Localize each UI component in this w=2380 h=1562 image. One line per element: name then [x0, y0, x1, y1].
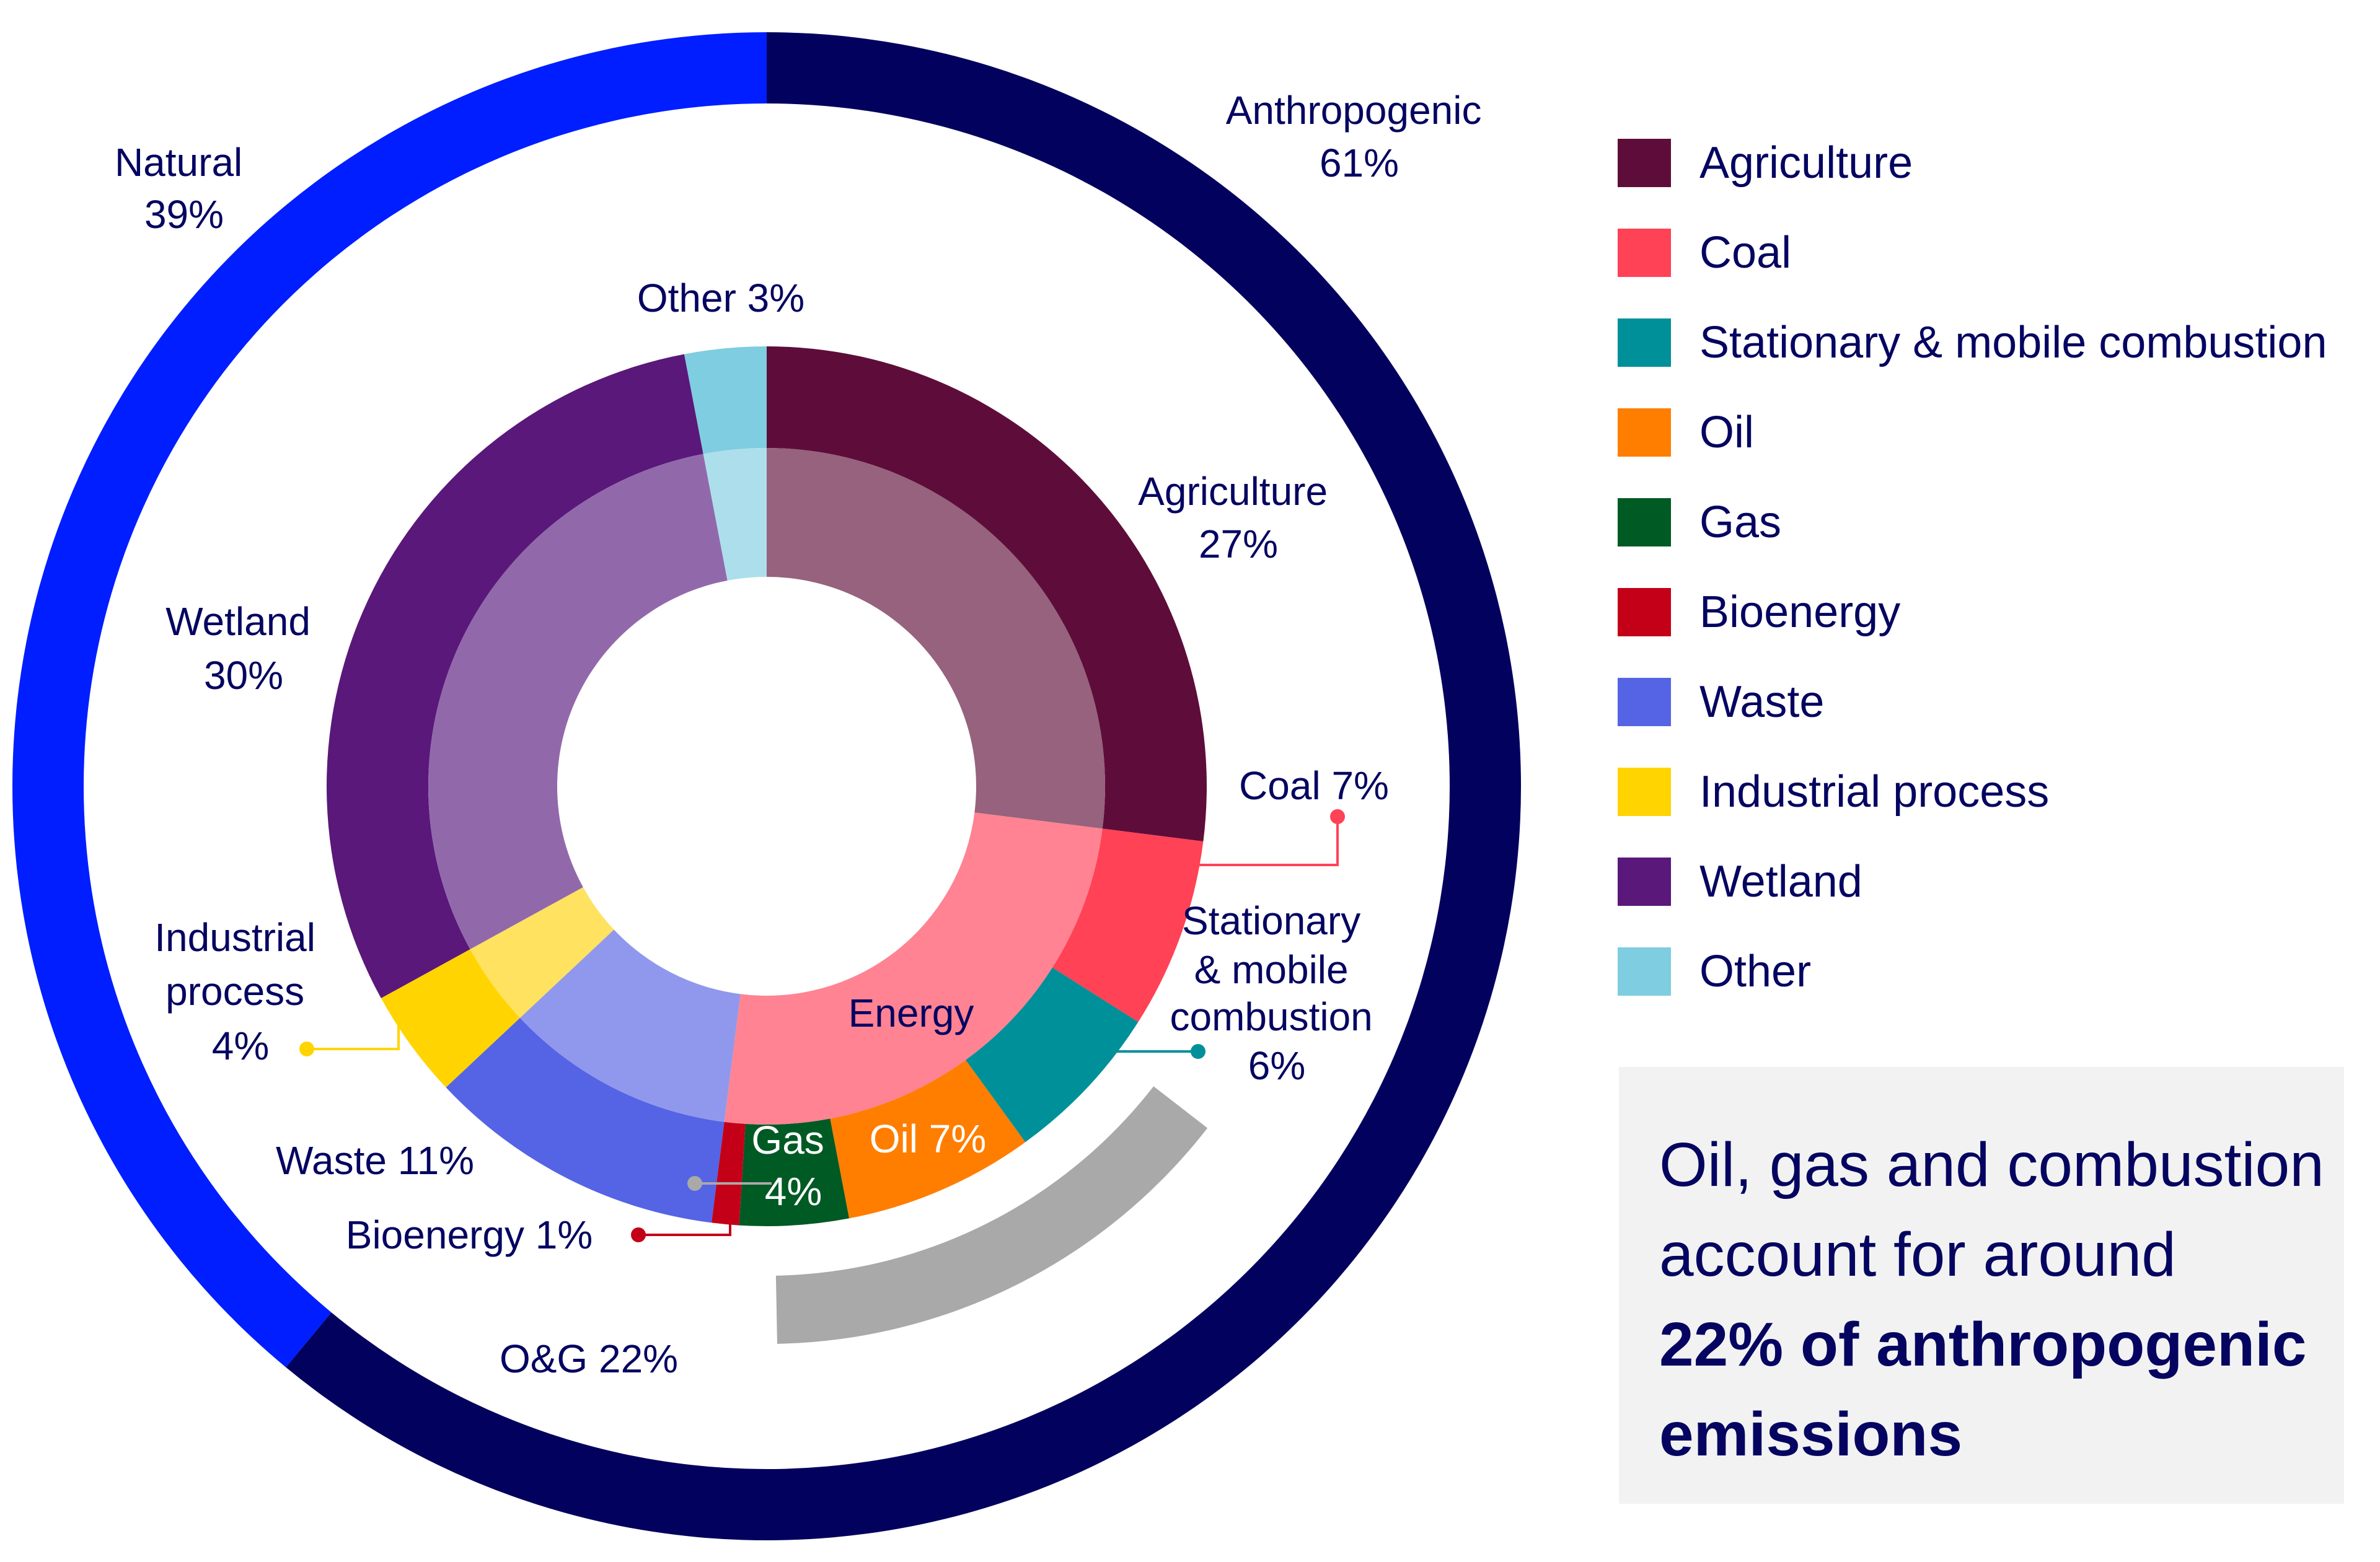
legend-label: Industrial process [1699, 766, 2050, 817]
label-og: O&G 22% [500, 1336, 678, 1381]
legend-swatch [1618, 498, 1671, 546]
legend-item-waste: Waste [1618, 657, 2327, 747]
label-wetland: Wetland 30% [165, 599, 321, 698]
callout-line-3: 22% of anthropogenic [1659, 1310, 2307, 1379]
og-dot [687, 1176, 702, 1191]
legend-swatch [1618, 408, 1671, 457]
legend-swatch [1618, 138, 1671, 187]
bioenergy-dot [631, 1227, 646, 1242]
legend-swatch [1618, 857, 1671, 906]
leader-lines [299, 809, 1345, 1242]
callout-line-1: Oil, gas and combustion [1659, 1130, 2324, 1200]
group-segment-agriculture [767, 448, 1105, 829]
category-segment-waste [446, 1017, 725, 1223]
stationary-dot [1191, 1044, 1205, 1059]
legend-swatch [1618, 318, 1671, 367]
label-natural: Natural 39% [115, 140, 253, 237]
outer-ring-natural-anthropogenic [12, 32, 1522, 1540]
legend: Agriculture Coal Stationary & mobile combu… [1618, 118, 2327, 1016]
label-industrial: Industrial process 4% [154, 915, 326, 1068]
og-highlight-arc [775, 1086, 1208, 1344]
category-segment-coal [1052, 828, 1204, 1022]
coal-leader [1199, 818, 1339, 866]
label-coal: Coal 7% [1239, 763, 1389, 808]
legend-item-coal: Coal [1618, 208, 2327, 297]
group-segment-waste [519, 929, 741, 1122]
legend-item-oil: Oil [1618, 387, 2327, 477]
legend-item-agriculture: Agriculture [1618, 118, 2327, 208]
legend-item-bioenergy: Bioenergy [1618, 567, 2327, 657]
category-segment-stationary-mobile-combustion [965, 967, 1139, 1143]
group-segment-industrial-process [470, 887, 614, 1018]
legend-swatch [1618, 767, 1671, 816]
legend-label: Agriculture [1699, 138, 1913, 188]
outer-segment-anthropogenic [286, 32, 1522, 1540]
legend-label: Bioenergy [1699, 587, 1901, 637]
label-oil: Oil 7% [870, 1117, 987, 1161]
category-segment-wetland [327, 354, 703, 999]
legend-label: Stationary & mobile combustion [1699, 317, 2327, 367]
label-energy: Energy [848, 991, 974, 1035]
legend-label: Other [1699, 946, 1812, 996]
label-bioenergy: Bioenergy 1% [346, 1213, 593, 1257]
legend-swatch [1618, 587, 1671, 636]
category-segment-bioenergy [712, 1121, 746, 1226]
category-ring [327, 346, 1207, 1226]
nested-donut-chart: Natural 39% Anthropogenic 61% Other 3% A… [12, 32, 1522, 1540]
callout-line-4: emissions [1659, 1400, 1963, 1469]
label-agriculture: Agriculture 27% [1138, 469, 1339, 566]
legend-item-stationary-mobile-combustion: Stationary & mobile combustion [1618, 297, 2327, 387]
label-stationary: Stationary & mobile combustion 6% [1170, 898, 1383, 1088]
industrial-leader [307, 1016, 400, 1050]
callout-box: Oil, gas and combustion account for arou… [1619, 1067, 2344, 1504]
group-segment-wetland [428, 454, 728, 950]
category-segment-other [684, 346, 767, 454]
category-segment-gas [739, 1118, 850, 1226]
legend-label: Waste [1699, 677, 1825, 727]
legend-item-industrial-process: Industrial process [1618, 747, 2327, 836]
category-segment-oil [830, 1060, 1026, 1219]
og-arc-segment [775, 1086, 1208, 1344]
callout-line-2: account for around [1659, 1220, 2176, 1289]
industrial-dot [299, 1042, 314, 1056]
legend-swatch [1618, 677, 1671, 726]
category-segment-agriculture [767, 346, 1207, 841]
bioenergy-leader [638, 1214, 731, 1236]
label-waste: Waste 11% [276, 1138, 474, 1183]
label-gas: Gas 4% [751, 1118, 835, 1214]
legend-label: Gas [1699, 497, 1782, 547]
coal-dot [1330, 809, 1345, 824]
legend-item-wetland: Wetland [1618, 836, 2327, 926]
label-other: Other 3% [637, 276, 804, 320]
legend-label: Wetland [1699, 856, 1862, 906]
group-segment-other [703, 448, 767, 581]
label-anthropogenic: Anthropogenic 61% [1226, 88, 1493, 185]
legend-item-gas: Gas [1618, 477, 2327, 567]
legend-swatch [1618, 228, 1671, 277]
group-ring [428, 448, 1105, 1125]
legend-label: Coal [1699, 227, 1792, 278]
category-segment-industrial-process [381, 949, 520, 1088]
outer-segment-natural [12, 32, 767, 1367]
legend-label: Oil [1699, 407, 1754, 457]
legend-swatch [1618, 947, 1671, 996]
group-segment-energy [724, 812, 1103, 1125]
legend-item-other: Other [1618, 926, 2327, 1016]
